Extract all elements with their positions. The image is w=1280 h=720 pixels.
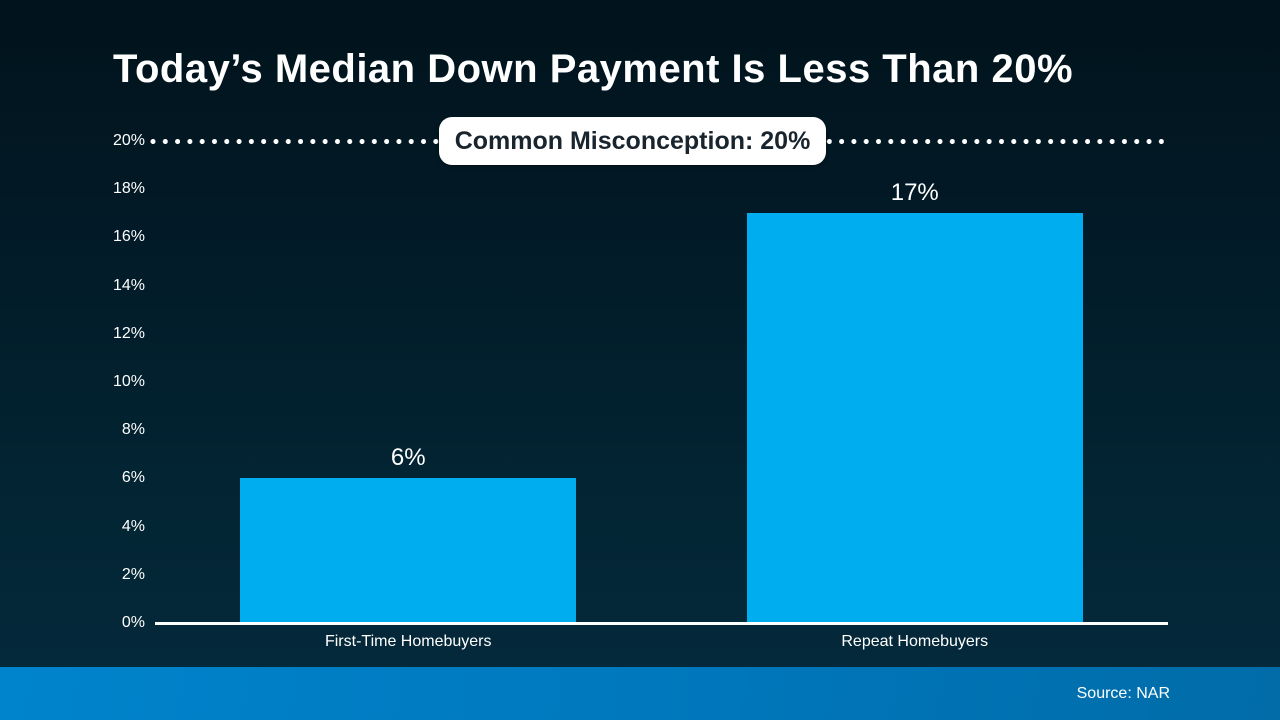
y-tick-label: 14%: [112, 276, 145, 294]
x-axis-category-labels: First-Time Homebuyers Repeat Homebuyers: [155, 632, 1168, 656]
x-axis-line: [155, 622, 1168, 625]
source-text: Source: NAR: [1076, 684, 1170, 702]
chart-title: Today’s Median Down Payment Is Less Than…: [113, 47, 1074, 91]
plot-area: 6% 17%: [150, 138, 1168, 625]
y-tick-label: 10%: [112, 373, 145, 390]
y-tick-label: 8%: [121, 421, 145, 439]
y-tick-label: 12%: [112, 324, 145, 342]
y-tick-label: 18%: [112, 180, 145, 198]
y-tick-label: 6%: [121, 469, 145, 487]
bar-value-label: 17%: [890, 179, 939, 207]
y-tick-label: 0%: [121, 614, 145, 631]
misconception-callout-label: Common Misconception: 20%: [454, 126, 811, 155]
x-category-label: First-Time Homebuyers: [324, 633, 492, 650]
misconception-callout: Common Misconception: 20%: [439, 117, 826, 165]
bars-container: 6% 17%: [155, 141, 1168, 623]
footer-bar: Source: NAR: [0, 667, 1280, 720]
y-tick-label: 2%: [121, 565, 145, 583]
y-tick-label: 20%: [112, 132, 145, 149]
x-category-label: Repeat Homebuyers: [841, 633, 989, 650]
bar: [240, 478, 577, 623]
y-tick-label: 16%: [112, 228, 145, 246]
y-tick-label: 4%: [121, 517, 145, 535]
bar-value-label: 6%: [390, 444, 426, 472]
bar: [746, 213, 1083, 623]
